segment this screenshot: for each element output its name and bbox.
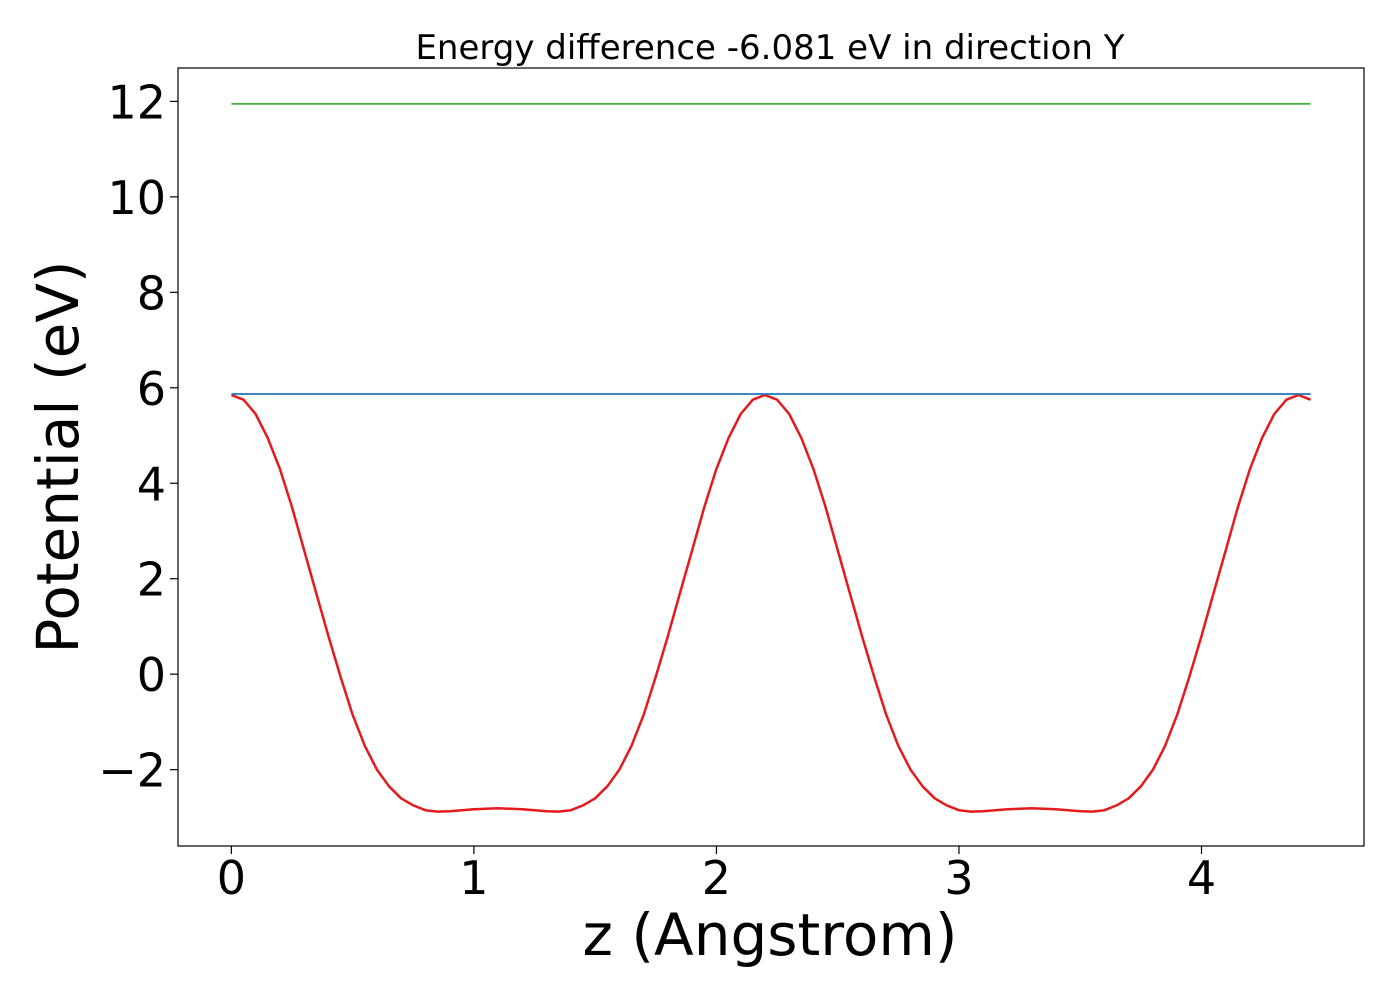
series-line-0: [230, 393, 1312, 813]
y-axis-title: Potential (eV): [24, 260, 92, 653]
y-tick-label: −2: [98, 744, 166, 798]
x-tick-label: 4: [1187, 851, 1216, 905]
y-tick-label: 8: [137, 266, 166, 320]
series-layer: [230, 102, 1312, 813]
x-tick-label: 2: [702, 851, 731, 905]
x-axis-ticks: 0 1 2 3 4: [217, 846, 1216, 905]
x-tick-label: 0: [217, 851, 246, 905]
x-axis-title: z (Angstrom): [583, 901, 958, 969]
plot-frame: [177, 67, 1365, 847]
chart-title: Energy difference -6.081 eV in direction…: [415, 28, 1124, 68]
x-tick-label: 1: [459, 851, 488, 905]
y-axis-ticks: −2 0 2 4 6 8 10 12: [98, 75, 178, 798]
y-tick-label: 0: [137, 648, 166, 702]
y-tick-label: 12: [107, 75, 166, 129]
y-tick-label: 4: [137, 457, 166, 511]
y-tick-label: 10: [107, 171, 166, 225]
x-tick-label: 3: [944, 851, 973, 905]
y-tick-label: 2: [137, 553, 166, 607]
y-tick-label: 6: [137, 362, 166, 416]
